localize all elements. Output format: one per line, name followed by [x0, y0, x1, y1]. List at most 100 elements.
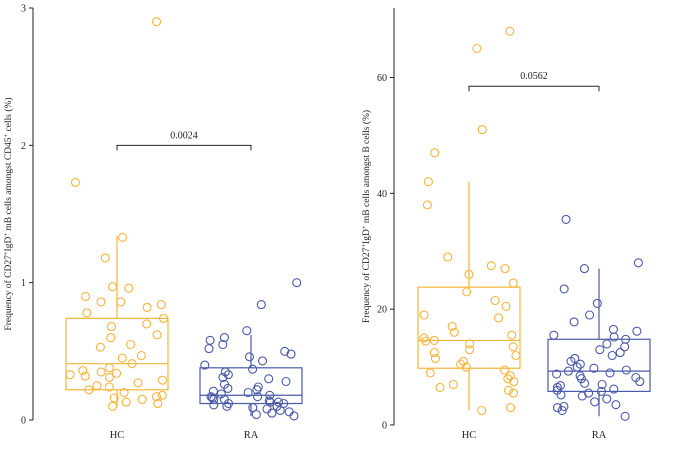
- data-point: [157, 390, 167, 400]
- data-point: [133, 378, 143, 388]
- y-tick-label: 1: [21, 278, 26, 289]
- panel-right: 0 20 40 60 0.0562 HC RA Frequency of CD27+I…: [361, 8, 651, 441]
- data-point: [585, 310, 595, 320]
- data-point: [106, 322, 117, 332]
- data-point: [100, 253, 110, 263]
- data-point: [486, 261, 496, 271]
- data-point: [462, 287, 472, 297]
- data-point: [621, 365, 631, 375]
- data-point: [608, 324, 618, 334]
- data-point: [633, 258, 643, 268]
- data-point: [435, 382, 445, 392]
- data-point: [449, 327, 459, 337]
- data-point: [286, 349, 296, 359]
- data-point: [158, 313, 169, 323]
- data-point: [244, 352, 255, 362]
- data-point: [82, 308, 92, 318]
- box-ra: [547, 338, 651, 393]
- data-point: [458, 356, 469, 366]
- box-hc: [65, 317, 169, 391]
- data-point: [65, 370, 75, 380]
- data-point: [632, 326, 642, 336]
- data-point: [602, 339, 612, 349]
- left-y-ticks: 0 1 2 3: [21, 4, 33, 427]
- data-point: [609, 332, 619, 342]
- data-point: [602, 394, 612, 404]
- data-point: [267, 408, 277, 418]
- data-point: [70, 177, 80, 187]
- data-point: [200, 360, 210, 370]
- y-tick-label: 0: [21, 416, 26, 427]
- data-point: [151, 392, 162, 402]
- data-point: [209, 394, 219, 404]
- data-point: [253, 392, 263, 402]
- data-point: [607, 350, 617, 361]
- data-point: [589, 363, 599, 373]
- data-point: [81, 291, 91, 301]
- bracket-line: [468, 85, 600, 92]
- data-point: [572, 362, 582, 372]
- data-point: [95, 342, 105, 352]
- data-point: [207, 393, 217, 403]
- data-point: [461, 362, 471, 372]
- data-point: [561, 214, 571, 224]
- data-point: [508, 342, 518, 352]
- left-category-ra: RA: [244, 430, 259, 441]
- data-point: [153, 398, 163, 409]
- data-point: [505, 26, 515, 36]
- data-point: [265, 390, 275, 400]
- data-point: [248, 364, 258, 374]
- data-point: [505, 403, 516, 413]
- data-point: [563, 366, 573, 376]
- data-point: [429, 335, 439, 345]
- data-point: [157, 375, 168, 385]
- left-significance-bracket: [116, 144, 252, 151]
- data-point: [447, 321, 457, 332]
- data-point: [503, 385, 514, 395]
- data-point: [136, 350, 146, 361]
- left-category-hc: HC: [110, 430, 125, 441]
- data-point: [472, 43, 482, 54]
- data-point: [281, 376, 291, 387]
- data-point: [127, 359, 137, 369]
- data-point: [284, 407, 294, 417]
- data-point: [559, 401, 569, 412]
- y-tick-label: 0: [382, 421, 387, 432]
- data-point: [220, 367, 230, 377]
- bracket-line: [116, 144, 252, 151]
- data-point: [493, 313, 504, 323]
- data-point: [257, 356, 268, 366]
- data-point: [218, 339, 228, 350]
- data-point: [595, 345, 605, 355]
- right-significance-bracket: [468, 85, 600, 92]
- data-point: [219, 333, 229, 343]
- data-point: [117, 353, 127, 363]
- data-point: [609, 384, 619, 394]
- data-point: [106, 333, 116, 343]
- data-point: [503, 374, 513, 384]
- y-tick-label: 20: [377, 305, 387, 316]
- y-tick-label: 40: [377, 189, 387, 200]
- data-point: [251, 409, 261, 420]
- data-point: [500, 264, 510, 274]
- data-point: [152, 17, 162, 27]
- data-point: [292, 278, 302, 288]
- data-point: [264, 374, 274, 384]
- data-point: [569, 317, 579, 327]
- data-point: [205, 335, 215, 345]
- data-point: [577, 391, 587, 401]
- data-point: [104, 372, 115, 382]
- data-point: [430, 148, 440, 158]
- data-point: [280, 346, 290, 356]
- data-point: [142, 319, 152, 329]
- data-point: [620, 411, 630, 421]
- data-point: [289, 411, 299, 421]
- data-point: [108, 282, 118, 292]
- data-point: [597, 379, 607, 390]
- panel-left: 0 1 2 3 0.0024 HC RA Frequency of CD27+IgD+…: [3, 4, 303, 441]
- data-point: [592, 298, 602, 308]
- data-point: [552, 382, 562, 392]
- data-point: [112, 368, 122, 378]
- data-point: [80, 371, 90, 381]
- right-y-ticks: 0 20 40 60: [377, 73, 394, 432]
